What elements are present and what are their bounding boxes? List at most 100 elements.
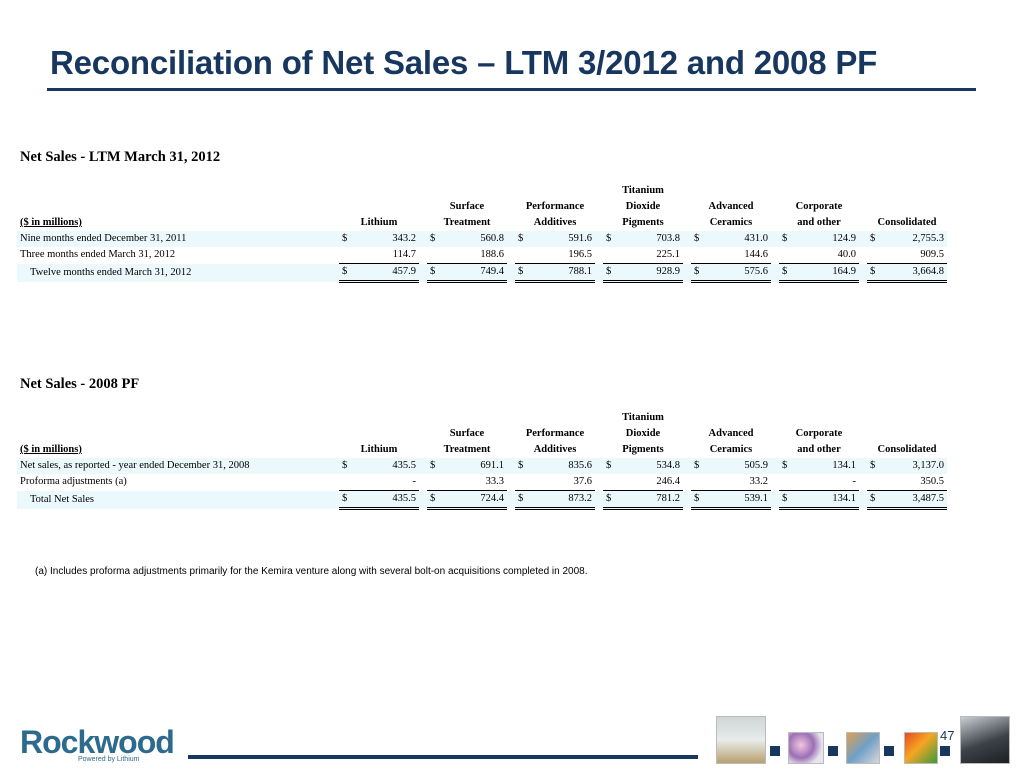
units-label: ($ in millions): [20, 217, 82, 228]
value-cell: 591.6: [529, 231, 595, 247]
footer-rule: [188, 755, 698, 759]
value-cell: 114.7: [353, 247, 419, 264]
value-cell: 703.8: [617, 231, 683, 247]
currency-symbol: [427, 247, 441, 264]
ltm-section-title: Net Sales - LTM March 31, 2012: [20, 149, 221, 165]
lab-flask-image: [716, 716, 766, 764]
value-cell: 435.5: [353, 490, 419, 510]
value-cell: 196.5: [529, 247, 595, 264]
gap-cell: [507, 410, 515, 426]
table-row: Three months ended March 31, 2012 114.7 18…: [17, 247, 947, 264]
gap-cell: [683, 474, 691, 491]
gap-cell: [507, 199, 515, 215]
gap-cell: [419, 199, 427, 215]
currency-symbol: $: [867, 263, 881, 283]
column-header: Corporate: [795, 201, 843, 212]
header-row: Surface Performance Dioxide Advanced Corpora…: [17, 199, 947, 215]
value-cell: 724.4: [441, 490, 507, 510]
value-cell: 225.1: [617, 247, 683, 264]
row-label: Twelve months ended March 31, 2012: [17, 263, 331, 282]
value-cell: 164.9: [793, 263, 859, 283]
gap-cell: [683, 183, 691, 199]
gap-cell: [683, 231, 691, 247]
column-header: Lithium: [360, 444, 398, 455]
currency-symbol: [691, 247, 705, 264]
column-header: Lithium: [360, 217, 398, 228]
gap-cell: [771, 426, 779, 442]
header-row: ($ in millions) Lithium Treatment Additives…: [17, 442, 947, 458]
column-header: Titanium: [622, 185, 664, 196]
value-cell: 188.6: [441, 247, 507, 264]
gap-cell: [595, 410, 603, 426]
column-header: [867, 410, 947, 426]
pf2008-net-sales-table: Titanium Surface Performance Dioxide Advance…: [17, 410, 947, 510]
column-header: Titanium: [622, 412, 664, 423]
gap-cell: [507, 442, 515, 458]
column-header: Treatment: [443, 444, 491, 455]
header-blank: [17, 199, 331, 215]
column-header: Ceramics: [709, 217, 753, 228]
currency-symbol: [515, 247, 529, 264]
gap-cell: [683, 199, 691, 215]
gap-cell: [859, 426, 867, 442]
column-header: [339, 410, 419, 426]
gap-cell: [771, 263, 779, 282]
column-header: Pigments: [622, 217, 664, 228]
gap-cell: [331, 215, 339, 231]
column-header: Ceramics: [709, 444, 753, 455]
units-label: ($ in millions): [20, 444, 82, 455]
currency-symbol: $: [339, 458, 353, 474]
currency-symbol: [779, 247, 793, 264]
currency-symbol: [867, 247, 881, 264]
gap-cell: [771, 199, 779, 215]
column-header: [867, 183, 947, 199]
gap-cell: [419, 442, 427, 458]
currency-symbol: $: [779, 490, 793, 510]
gap-cell: [683, 426, 691, 442]
value-cell: 431.0: [705, 231, 771, 247]
gap-cell: [331, 458, 339, 474]
gap-cell: [419, 458, 427, 474]
currency-symbol: $: [603, 263, 617, 283]
footnote: (a) Includes proforma adjustments primar…: [35, 566, 588, 577]
gap-cell: [771, 442, 779, 458]
rockwood-logo: Rockwood Powered by Lithium: [20, 726, 175, 766]
gap-cell: [771, 231, 779, 247]
gap-cell: [771, 247, 779, 264]
column-header: Pigments: [622, 444, 664, 455]
value-cell: 691.1: [441, 458, 507, 474]
gap-cell: [331, 410, 339, 426]
currency-symbol: $: [603, 458, 617, 474]
currency-symbol: $: [691, 231, 705, 247]
currency-symbol: $: [427, 458, 441, 474]
currency-symbol: [603, 247, 617, 264]
currency-symbol: $: [339, 263, 353, 283]
gap-cell: [331, 442, 339, 458]
value-cell: -: [353, 474, 419, 491]
nav-square-icon: [770, 746, 780, 756]
value-cell: 505.9: [705, 458, 771, 474]
materials-image: [846, 732, 880, 764]
value-cell: 749.4: [441, 263, 507, 283]
row-label: Net sales, as reported - year ended Dece…: [17, 458, 331, 474]
table-row: Proforma adjustments (a) - 33.3 37.6 246.4 33…: [17, 474, 947, 491]
value-cell: 134.1: [793, 490, 859, 510]
gap-cell: [331, 183, 339, 199]
page-number: 47: [940, 728, 955, 743]
gap-cell: [595, 458, 603, 474]
currency-symbol: [339, 474, 353, 491]
column-header: Performance: [525, 201, 585, 212]
value-cell: 350.5: [881, 474, 947, 491]
column-header: Additives: [533, 217, 577, 228]
value-cell: 144.6: [705, 247, 771, 264]
currency-symbol: $: [427, 231, 441, 247]
currency-symbol: $: [339, 490, 353, 510]
value-cell: 134.1: [793, 458, 859, 474]
value-cell: 37.6: [529, 474, 595, 491]
gap-cell: [859, 263, 867, 282]
value-cell: 124.9: [793, 231, 859, 247]
header-row: Titanium: [17, 183, 947, 199]
column-header: Surface: [449, 201, 485, 212]
gap-cell: [595, 263, 603, 282]
gap-cell: [507, 183, 515, 199]
